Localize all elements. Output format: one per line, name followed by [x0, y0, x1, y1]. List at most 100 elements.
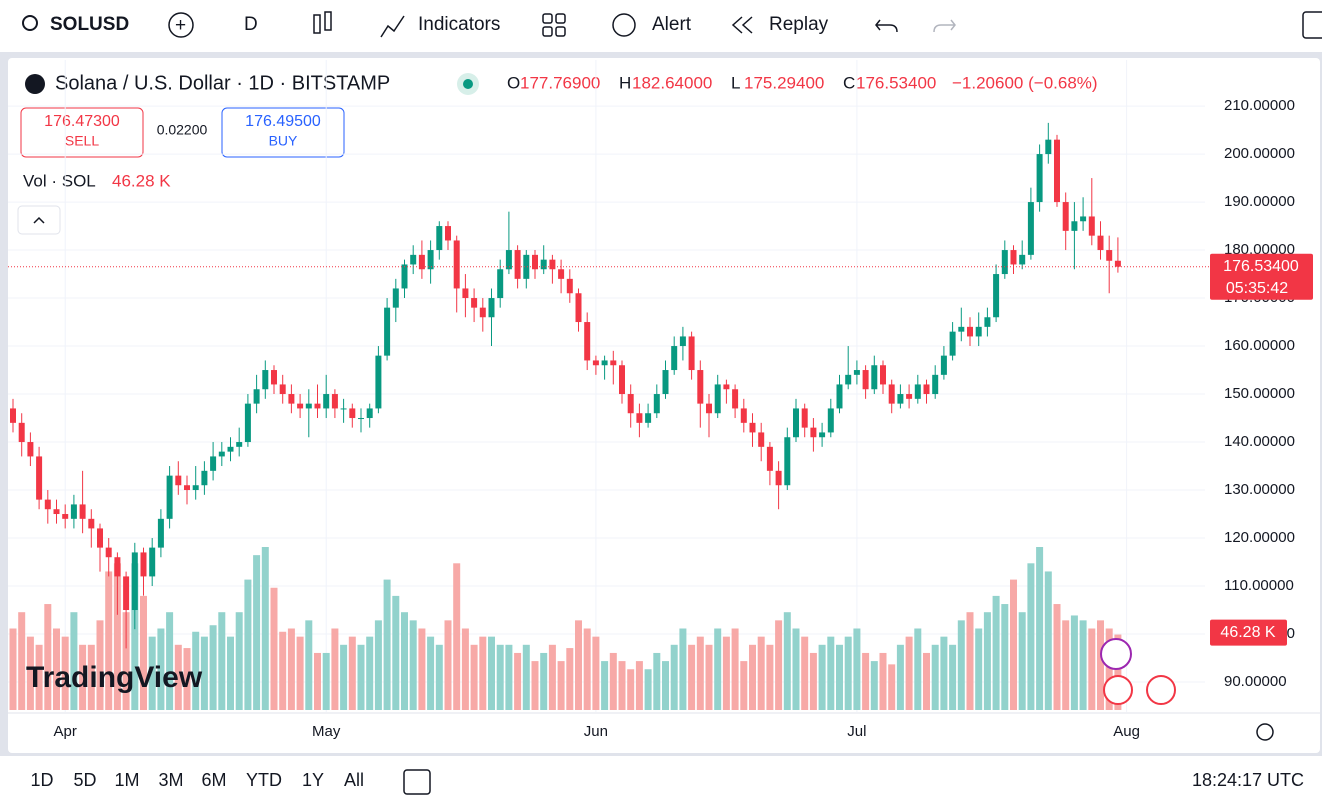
- range-button[interactable]: 1Y: [302, 770, 324, 790]
- candle-body: [775, 470, 782, 486]
- range-button[interactable]: YTD: [246, 770, 282, 790]
- candle-body: [714, 384, 721, 414]
- volume-bar: [192, 631, 200, 710]
- volume-bar: [896, 644, 904, 710]
- volume-bar: [253, 555, 261, 710]
- candle-body: [210, 456, 217, 471]
- volume-bar: [722, 636, 730, 710]
- volume-bar: [844, 636, 852, 710]
- candle-body: [766, 446, 773, 471]
- volume-bar: [766, 644, 774, 710]
- spread: 0.02200: [157, 122, 208, 138]
- volume-bar: [740, 661, 748, 710]
- volume-bar: [879, 652, 887, 710]
- volume-bar: [801, 636, 809, 710]
- volume-bar: [427, 636, 435, 710]
- solana-logo: [25, 74, 45, 94]
- alert-button[interactable]: Alert: [652, 14, 692, 35]
- interval[interactable]: D: [244, 14, 258, 35]
- candle-body: [88, 518, 95, 529]
- volume-bar: [983, 612, 991, 710]
- volume-bar: [1079, 620, 1087, 710]
- volume-bar: [940, 636, 948, 710]
- layout-icon: [542, 26, 553, 37]
- y-tick-label: 190.00000: [1224, 193, 1295, 210]
- candle-body: [479, 307, 486, 318]
- candle-body: [36, 456, 43, 500]
- volume-bar: [853, 628, 861, 710]
- layout-menu[interactable]: [1302, 11, 1322, 39]
- volume-bar: [322, 652, 330, 710]
- settings-icon[interactable]: [1256, 723, 1274, 741]
- candle-body: [140, 552, 147, 577]
- add-symbol[interactable]: [168, 12, 194, 38]
- range-button[interactable]: 1D: [30, 770, 53, 790]
- candle-body: [914, 384, 921, 399]
- bottom-bar: [0, 756, 1322, 811]
- volume-bar: [9, 628, 17, 710]
- replay-button[interactable]: Replay: [769, 14, 829, 35]
- volume-bar: [818, 644, 826, 710]
- layout-icon[interactable]: [542, 13, 553, 24]
- volume-bar: [357, 644, 365, 710]
- range-button[interactable]: 5D: [73, 770, 96, 790]
- candle-body: [627, 394, 634, 414]
- chart-type-icon[interactable]: [313, 14, 321, 34]
- indicators-button[interactable]: Indicators: [418, 14, 500, 35]
- candle-body: [375, 355, 382, 409]
- search-icon[interactable]: [22, 15, 38, 31]
- candle-body: [810, 427, 817, 438]
- candle-body: [340, 408, 347, 410]
- candle-body: [619, 365, 625, 395]
- collapse-legend[interactable]: [17, 205, 61, 235]
- volume-bar: [627, 669, 635, 710]
- candle-body: [1071, 221, 1078, 231]
- watermark: TradingView: [26, 661, 203, 694]
- countdown: 05:35:42: [1226, 280, 1288, 297]
- range-button[interactable]: 3M: [158, 770, 183, 790]
- volume-bar: [44, 604, 52, 710]
- volume-bar: [696, 636, 704, 710]
- candle-body: [679, 336, 686, 347]
- layout-icon: [555, 26, 566, 37]
- volume-bar: [61, 636, 69, 710]
- candle-body: [366, 408, 373, 419]
- buy-label: BUY: [269, 133, 298, 149]
- chevron: [33, 216, 45, 224]
- candle-body: [888, 384, 895, 404]
- candle-body: [1080, 216, 1087, 222]
- range-button[interactable]: 6M: [201, 770, 226, 790]
- date-range-icon[interactable]: [403, 769, 431, 795]
- volume-bar: [383, 579, 391, 710]
- candle-body: [1036, 154, 1043, 203]
- candle-body: [932, 374, 939, 395]
- candle-body: [697, 370, 704, 404]
- x-tick-label: Aug: [1113, 723, 1140, 740]
- buy-button[interactable]: [221, 107, 345, 158]
- candle-body: [236, 442, 243, 447]
- range-button[interactable]: 1M: [114, 770, 139, 790]
- candle-body: [871, 365, 878, 390]
- candle-body: [845, 374, 852, 385]
- candle-body: [471, 298, 478, 308]
- volume-bar: [757, 636, 765, 710]
- symbol[interactable]: SOLUSD: [50, 14, 129, 35]
- undo-button[interactable]: [875, 19, 898, 33]
- range-button[interactable]: All: [344, 770, 364, 790]
- redo-button[interactable]: [933, 19, 956, 33]
- candle-body: [645, 413, 652, 423]
- candle-body: [1010, 250, 1017, 265]
- volume-bar: [435, 644, 443, 710]
- volume-bar: [174, 644, 182, 710]
- candle-body: [10, 408, 16, 423]
- candle-body: [44, 499, 51, 510]
- volume-bar: [783, 612, 791, 710]
- candle-body: [62, 514, 69, 519]
- volume-bar: [401, 612, 408, 710]
- y-tick-label: 120.00000: [1224, 529, 1295, 546]
- candle-body: [653, 394, 660, 414]
- candle-body: [662, 370, 669, 395]
- volume-bar: [70, 612, 78, 710]
- sell-button[interactable]: [20, 107, 144, 158]
